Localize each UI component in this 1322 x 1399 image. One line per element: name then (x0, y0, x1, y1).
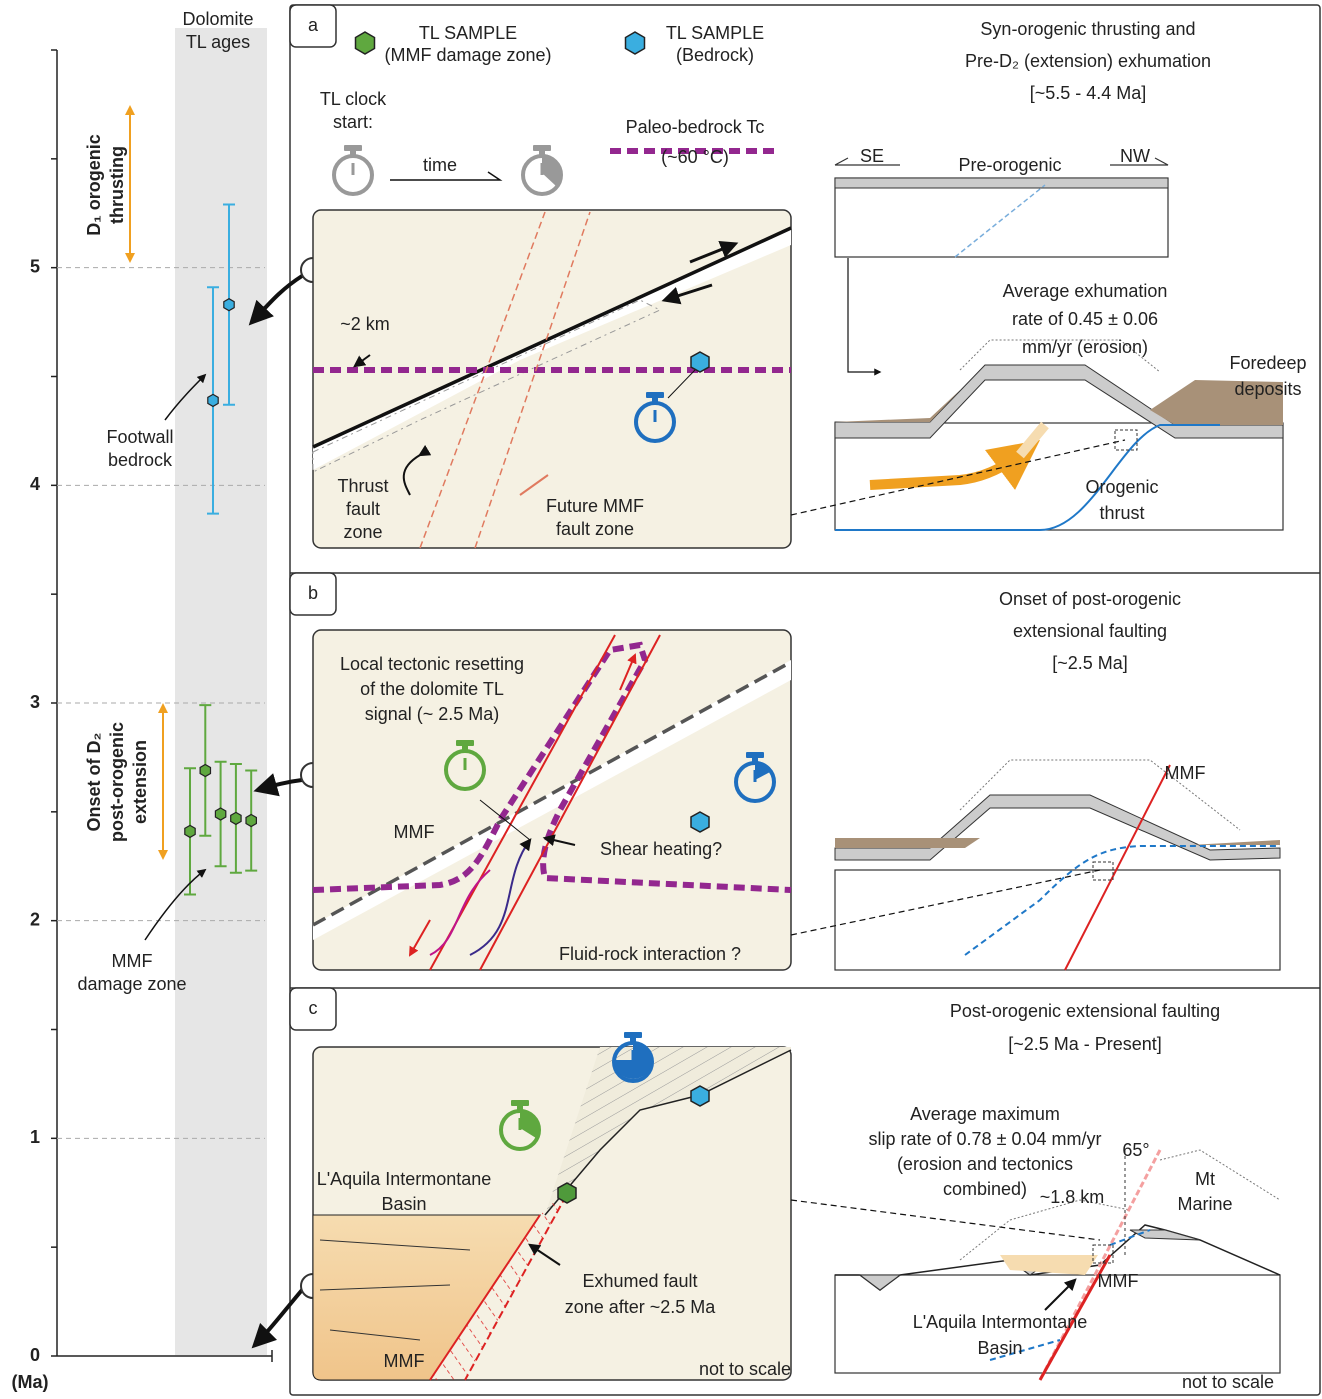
age-band (175, 28, 267, 1355)
panel-text: extensional faulting (1013, 621, 1167, 641)
sample-marker (215, 808, 225, 820)
panel-text: Foredeep (1229, 353, 1306, 373)
annotation: bedrock (108, 450, 173, 470)
legend-swatch (356, 32, 375, 54)
y-tick-label: 0 (30, 1345, 40, 1365)
panel-text: MMF (1098, 1271, 1139, 1291)
legend-label: (MMF damage zone) (384, 45, 551, 65)
panel-text: 65° (1122, 1140, 1149, 1160)
panel-text: SE (860, 146, 884, 166)
legend-label: TL SAMPLE (666, 23, 764, 43)
panel-text: zone after ~2.5 Ma (565, 1297, 717, 1317)
panel-text: signal (~ 2.5 Ma) (365, 704, 500, 724)
legend-swatch (626, 32, 645, 54)
panel-text: not to scale (1182, 1372, 1274, 1392)
panel-text: mm/yr (erosion) (1022, 337, 1148, 357)
annotation: damage zone (77, 974, 186, 994)
panel-text: Thrust (337, 476, 388, 496)
y-tick-label: 3 (30, 692, 40, 712)
legend-label: TL SAMPLE (419, 23, 517, 43)
sample-marker (185, 825, 195, 837)
panel-text: Exhumed fault (582, 1271, 697, 1291)
annotation: post-orogenic (107, 722, 127, 842)
panel-text: of the dolomite TL (360, 679, 504, 699)
panel-text: Average maximum (910, 1104, 1060, 1124)
panel-text: slip rate of 0.78 ± 0.04 mm/yr (869, 1129, 1102, 1149)
sample-marker (246, 815, 256, 827)
panel-text: fault (346, 499, 380, 519)
page: Dolomite TL ages figure {"chart_data": {… (0, 0, 1322, 1399)
panel-text: (~60 °C) (661, 147, 729, 167)
body: 012345(Ma)DolomiteTL agesTL SAMPLE(MMF d… (0, 0, 1322, 1399)
panel-text: Marine (1177, 1194, 1232, 1214)
sample-marker (224, 299, 234, 311)
panel-text: rate of 0.45 ± 0.06 (1012, 309, 1158, 329)
sample-marker (200, 765, 210, 777)
panel-text: MMF (1165, 763, 1206, 783)
column-title: TL ages (186, 32, 250, 52)
panel-text: ~2 km (340, 314, 390, 334)
panel-letter: a (308, 15, 319, 35)
panel-text: deposits (1234, 379, 1301, 399)
panel-text: Onset of post-orogenic (999, 589, 1181, 609)
panel-text: combined) (943, 1179, 1027, 1199)
panel-text: Basin (977, 1338, 1022, 1358)
panel-text: Basin (381, 1194, 426, 1214)
legend-label: (Bedrock) (676, 45, 754, 65)
column-title: Dolomite (182, 9, 253, 29)
panel-text: ~1.8 km (1040, 1187, 1105, 1207)
annotation: Onset of D₂ (84, 732, 104, 831)
panel-text: start: (333, 112, 373, 132)
panel-text: Syn-orogenic thrusting and (980, 19, 1195, 39)
panel-text: zone (343, 522, 382, 542)
y-tick-label: 4 (30, 474, 40, 494)
panel-text: not to scale (699, 1359, 791, 1379)
panel-text: L'Aquila Intermontane (913, 1312, 1088, 1332)
panel-text: L'Aquila Intermontane (317, 1169, 492, 1189)
panel-text: time (423, 155, 457, 175)
figure: 012345(Ma)DolomiteTL agesTL SAMPLE(MMF d… (0, 0, 1322, 1399)
annotation: extension (130, 740, 150, 824)
panel-text: thrust (1099, 503, 1144, 523)
panel-text: (erosion and tectonics (897, 1154, 1073, 1174)
panel-text: Future MMF (546, 496, 644, 516)
panel-text: Shear heating? (600, 839, 722, 859)
panel-text: [~2.5 Ma] (1052, 653, 1128, 673)
panel-letter: b (308, 583, 318, 603)
panel-text: Pre-D₂ (extension) exhumation (965, 51, 1211, 71)
annotation: thrusting (107, 146, 127, 224)
panel-text: Fluid-rock interaction ? (559, 944, 741, 964)
sample-marker (208, 394, 218, 406)
panel-text: Local tectonic resetting (340, 654, 524, 674)
y-tick-label: 1 (30, 1127, 40, 1147)
panel-text: MMF (394, 822, 435, 842)
panel-text: Pre-orogenic (958, 155, 1061, 175)
panel-text: fault zone (556, 519, 634, 539)
y-axis-label: (Ma) (12, 1372, 49, 1392)
panel-text: TL clock (320, 89, 387, 109)
annotation: MMF (112, 951, 153, 971)
panel-text: NW (1120, 146, 1150, 166)
panel-c-art (313, 1032, 1280, 1380)
panel-text: Mt (1195, 1169, 1215, 1189)
panel-text: Paleo-bedrock Tc (626, 117, 765, 137)
annotation: D₁ orogenic (84, 134, 104, 235)
annotation: Footwall (106, 427, 173, 447)
y-tick-label: 5 (30, 256, 40, 276)
panel-letter: c (309, 998, 318, 1018)
panel-text: Average exhumation (1003, 281, 1168, 301)
panel-text: Orogenic (1085, 477, 1158, 497)
panel-text: MMF (384, 1351, 425, 1371)
y-tick-label: 2 (30, 909, 40, 929)
panel-text: [~2.5 Ma - Present] (1008, 1034, 1162, 1054)
panel-text: [~5.5 - 4.4 Ma] (1030, 83, 1147, 103)
sample-marker (231, 812, 241, 824)
panel-text: Post-orogenic extensional faulting (950, 1001, 1220, 1021)
